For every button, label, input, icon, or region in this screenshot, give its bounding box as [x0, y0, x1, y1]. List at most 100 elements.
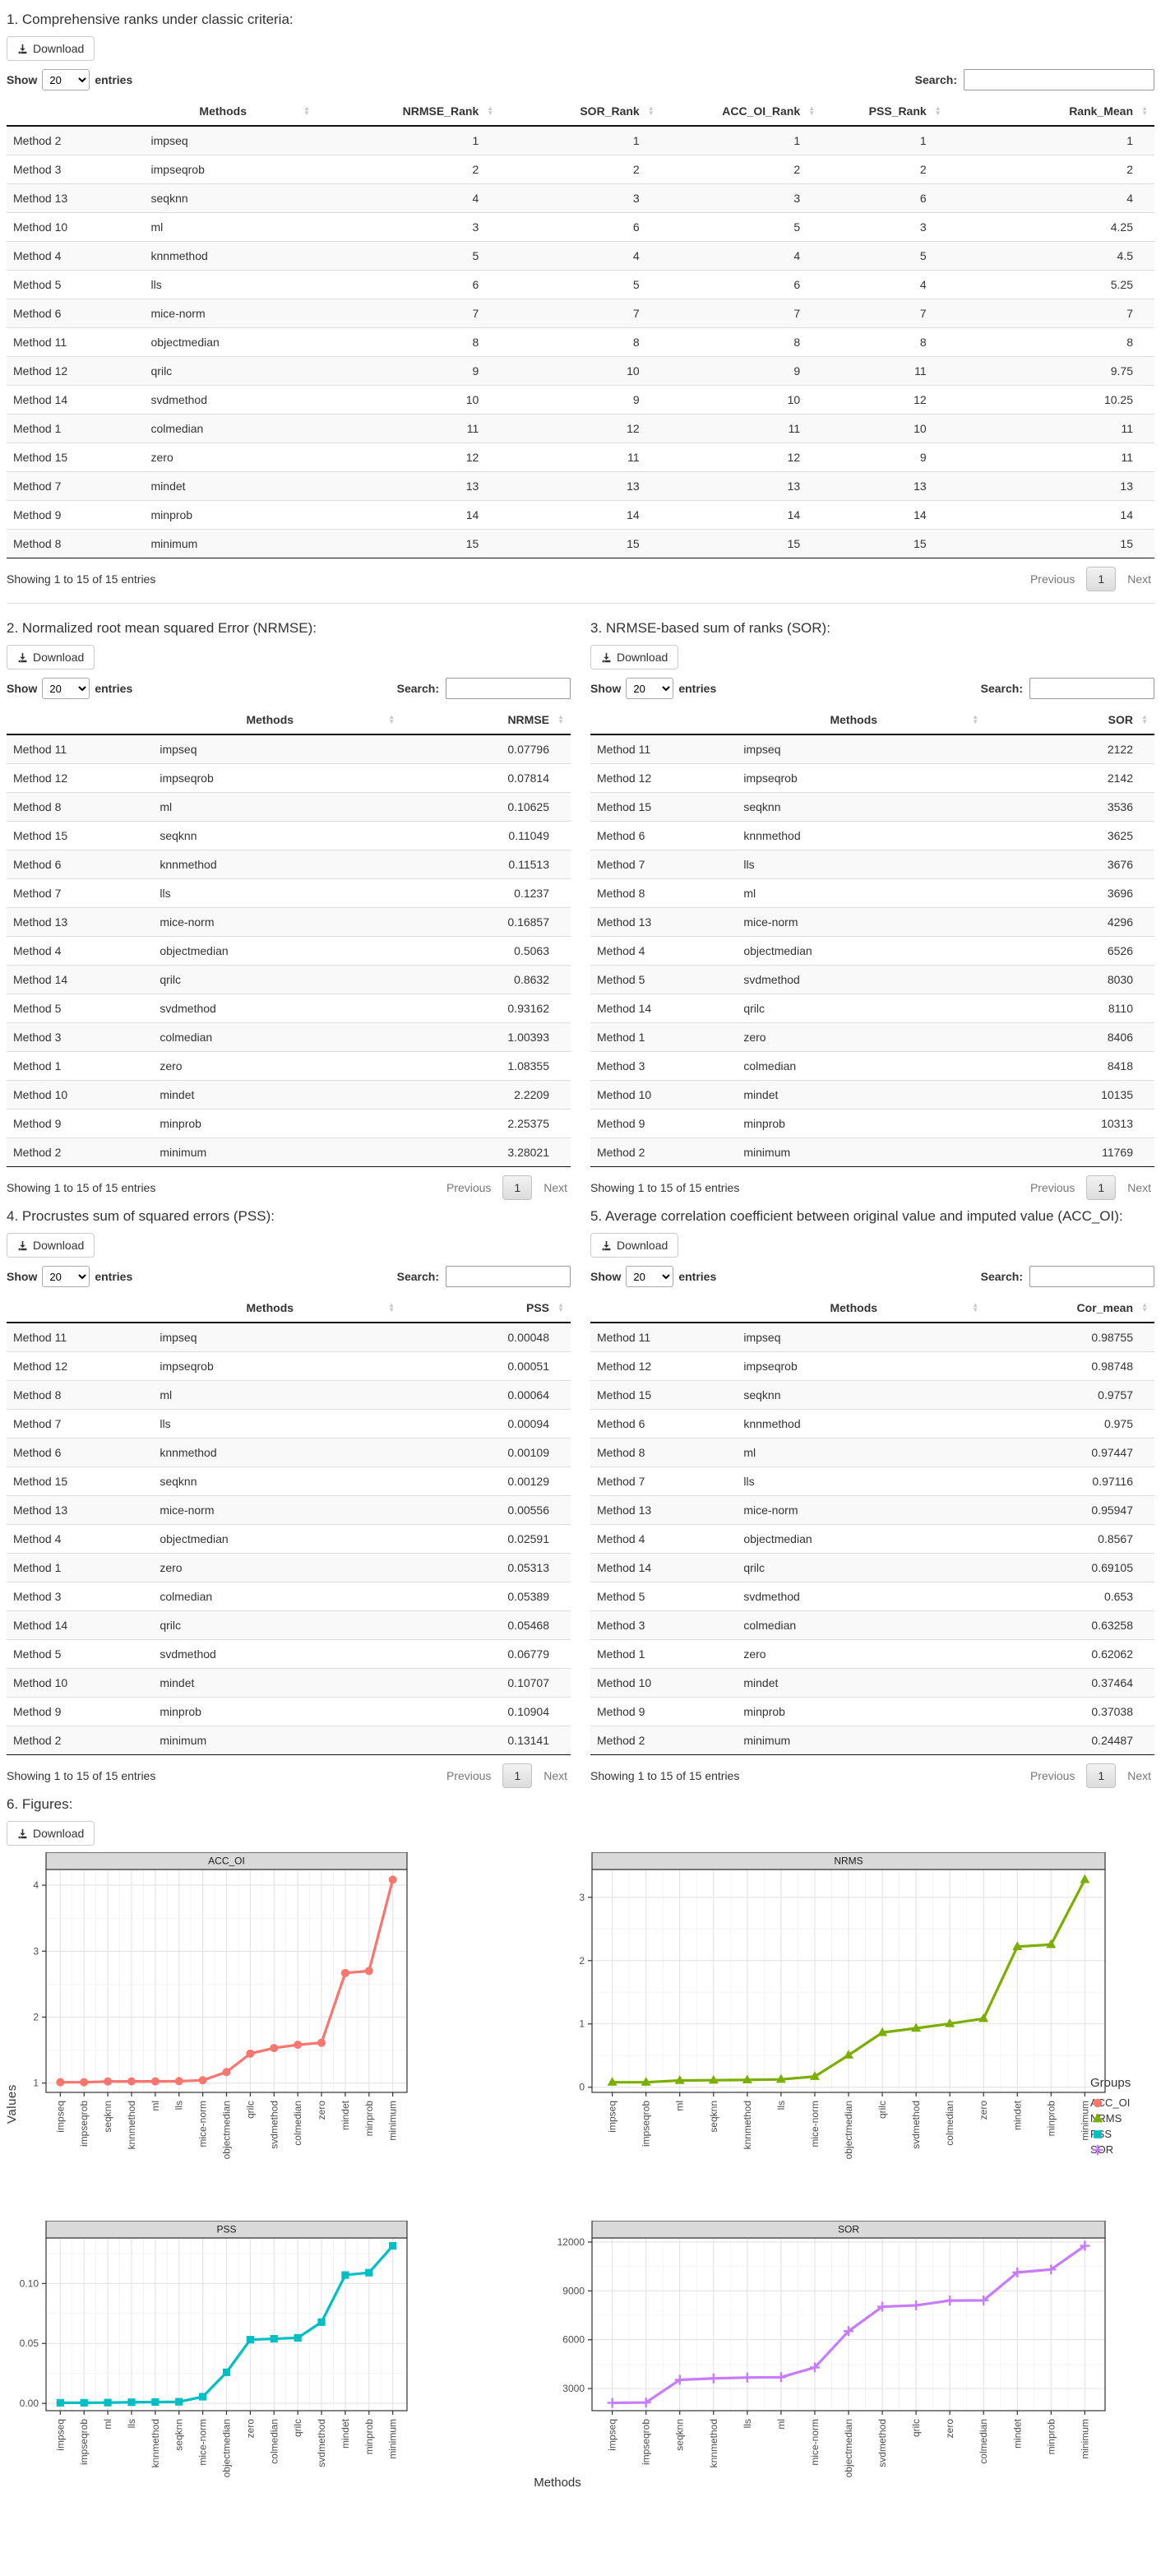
acc-oi-line-chart: ACC_OI 1 2 3 4 impseq impseqrob seqknn knnmethod…: [33, 1852, 408, 2159]
download-button[interactable]: Download: [7, 36, 95, 61]
table-row: Method 7 mindet 13 13 13 13 13: [7, 471, 1154, 501]
show-entries-select[interactable]: 20: [42, 69, 90, 90]
show-entries-select[interactable]: 20: [42, 1266, 90, 1287]
download-button[interactable]: Download: [7, 1233, 95, 1258]
download-button[interactable]: Download: [7, 1821, 95, 1846]
download-button[interactable]: Download: [590, 645, 679, 669]
svg-text:colmedian: colmedian: [268, 2419, 280, 2464]
show-entries-select[interactable]: 20: [626, 678, 674, 699]
legend-entry-ACC_OI: ACC_OI: [1090, 2096, 1131, 2109]
svg-text:impseqrob: impseqrob: [78, 2101, 90, 2147]
row-name-cell: Method 12: [13, 1360, 68, 1373]
value-cell: 12: [627, 422, 640, 435]
download-button[interactable]: Download: [7, 645, 95, 669]
row-name-cell: Method 14: [13, 1619, 68, 1632]
column-header-NRMSE[interactable]: NRMSE ▲ ▼: [401, 706, 571, 735]
value-cell: 0.97447: [1091, 1446, 1133, 1459]
table-row: Method 12 qrilc 9 10 9 11 9.75: [7, 356, 1154, 386]
previous-button[interactable]: Previous: [1027, 1764, 1078, 1787]
method-cell: knnmethod: [743, 1417, 801, 1430]
column-header-PSS_Rank[interactable]: PSS_Rank ▲ ▼: [821, 97, 948, 127]
table-row: Method 12 impseqrob 0.98748: [590, 1352, 1154, 1381]
section-title: 5. Average correlation coefficient betwe…: [590, 1208, 1123, 1224]
row-name-cell: Method 15: [597, 1388, 652, 1402]
column-header-NRMSE_Rank[interactable]: NRMSE_Rank ▲ ▼: [316, 97, 501, 127]
value-cell: 0.07814: [507, 771, 549, 785]
column-header-Methods[interactable]: Methods ▲ ▼: [153, 706, 402, 735]
column-header-Rank_Mean[interactable]: Rank_Mean ▲ ▼: [947, 97, 1154, 127]
table-row: Method 3 colmedian 8418: [590, 1052, 1154, 1081]
method-cell: minimum: [160, 1734, 207, 1747]
method-cell: ml: [743, 887, 756, 900]
previous-button[interactable]: Previous: [443, 1764, 494, 1787]
method-cell: zero: [743, 1647, 766, 1661]
value-cell: 10: [787, 393, 801, 406]
row-names-header: [7, 97, 145, 127]
page-button-1[interactable]: 1: [502, 1175, 533, 1200]
method-cell: impseqrob: [160, 771, 214, 785]
legend-entry-PSS: PSS: [1090, 2128, 1154, 2140]
value-cell: 6: [632, 220, 640, 234]
table-row: Method 1 zero 8406: [590, 1022, 1154, 1052]
value-cell: 0.24487: [1091, 1734, 1133, 1747]
value-cell: 4: [919, 278, 927, 291]
svg-text:impseq: impseq: [54, 2101, 66, 2133]
show-entries-control: Show 20 entries: [7, 1266, 132, 1287]
method-cell: objectmedian: [160, 944, 229, 957]
column-header-Methods[interactable]: Methods ▲ ▼: [737, 706, 986, 735]
value-cell: 0.8567: [1098, 1532, 1133, 1545]
method-cell: mice-norm: [160, 915, 215, 929]
method-cell: colmedian: [743, 1059, 797, 1073]
next-button[interactable]: Next: [1124, 1764, 1154, 1787]
svg-text:seqknn: seqknn: [173, 2419, 185, 2451]
next-button[interactable]: Next: [540, 1176, 571, 1199]
column-header-PSS[interactable]: PSS ▲ ▼: [401, 1294, 571, 1323]
next-button[interactable]: Next: [1124, 1176, 1154, 1199]
method-cell: objectmedian: [150, 336, 220, 349]
next-button[interactable]: Next: [1124, 568, 1154, 591]
svg-text:objectmedian: objectmedian: [843, 2419, 854, 2477]
row-name-cell: Method 11: [13, 1331, 67, 1344]
next-button[interactable]: Next: [540, 1764, 571, 1787]
page-button-1[interactable]: 1: [1086, 567, 1117, 591]
download-button[interactable]: Download: [590, 1233, 679, 1258]
value-cell: 3: [919, 220, 927, 234]
page-button-1[interactable]: 1: [502, 1763, 533, 1788]
value-cell: 8418: [1107, 1059, 1133, 1073]
page-button-1[interactable]: 1: [1086, 1175, 1117, 1200]
method-cell: knnmethod: [743, 829, 801, 842]
previous-button[interactable]: Previous: [1027, 568, 1078, 591]
value-cell: 8: [793, 336, 801, 349]
previous-button[interactable]: Previous: [443, 1176, 494, 1199]
show-entries-control: Show 20 entries: [7, 69, 132, 90]
column-header-Cor_mean[interactable]: Cor_mean ▲ ▼: [985, 1294, 1154, 1323]
method-cell: lls: [160, 887, 171, 900]
value-cell: 0.00064: [507, 1388, 549, 1402]
value-cell: 4.5: [1117, 249, 1133, 262]
column-header-Methods[interactable]: Methods ▲ ▼: [737, 1294, 986, 1323]
square-marker-icon: [1094, 2129, 1102, 2138]
column-header-ACC_OI_Rank[interactable]: ACC_OI_Rank ▲ ▼: [660, 97, 822, 127]
page-button-1[interactable]: 1: [1086, 1763, 1117, 1788]
column-header-Methods[interactable]: Methods ▲ ▼: [144, 97, 317, 127]
row-name-cell: Method 8: [597, 1446, 645, 1459]
search-input[interactable]: [1029, 678, 1154, 699]
table-row: Method 13 mice-norm 4296: [590, 907, 1154, 937]
search-input[interactable]: [1029, 1266, 1154, 1287]
column-header-Methods[interactable]: Methods ▲ ▼: [153, 1294, 402, 1323]
value-cell: 0.13141: [507, 1734, 549, 1747]
search-input[interactable]: [964, 69, 1154, 90]
y-axis-title: Values: [5, 2084, 19, 2124]
show-entries-select[interactable]: 20: [42, 678, 90, 699]
column-header-SOR_Rank[interactable]: SOR_Rank ▲ ▼: [500, 97, 661, 127]
svg-text:knnmethod: knnmethod: [708, 2419, 719, 2467]
search-input[interactable]: [446, 678, 571, 699]
show-entries-select[interactable]: 20: [626, 1266, 674, 1287]
method-cell: lls: [743, 858, 755, 871]
search-input[interactable]: [446, 1266, 571, 1287]
value-cell: 7: [1126, 307, 1133, 320]
previous-button[interactable]: Previous: [1027, 1176, 1078, 1199]
table-row: Method 2 minimum 0.24487: [590, 1726, 1154, 1755]
column-header-SOR[interactable]: SOR ▲ ▼: [985, 706, 1154, 735]
svg-text:2: 2: [33, 2011, 39, 2022]
